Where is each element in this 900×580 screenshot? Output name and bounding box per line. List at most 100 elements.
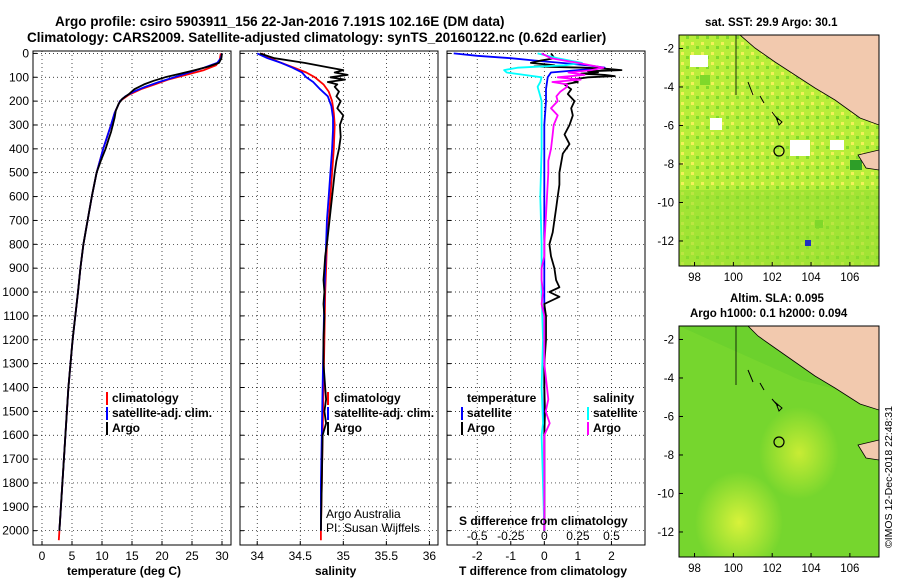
difference-series bbox=[453, 52, 623, 531]
difference-legend-temperature: temperature bbox=[467, 391, 537, 405]
x-tick-label: 15 bbox=[125, 549, 139, 563]
salinity-axis-label: salinity bbox=[315, 564, 357, 578]
map-y-tick-label: -4 bbox=[664, 373, 675, 385]
depth-tick-label: 0 bbox=[22, 46, 29, 60]
series-line-argo bbox=[259, 52, 349, 531]
difference-x-ticks: -2 -1 0 1 2 bbox=[472, 541, 615, 563]
map-x-tick-label: 100 bbox=[724, 563, 743, 575]
depth-tick-label: 1600 bbox=[2, 428, 29, 442]
x-tick-label: 0 bbox=[541, 549, 548, 563]
depth-tick-label: 1000 bbox=[2, 285, 29, 299]
sst-map-y-ticks: -2 -4 -6 -8 -10 -12 bbox=[657, 43, 683, 248]
map-x-tick-label: 102 bbox=[763, 272, 782, 284]
x-tick-label: 35.5 bbox=[375, 549, 399, 563]
x-tick-label: 2 bbox=[608, 549, 615, 563]
depth-tick-label: 1900 bbox=[2, 500, 29, 514]
temperature-axis-label: temperature (deg C) bbox=[67, 564, 181, 578]
map-x-tick-label: 100 bbox=[724, 272, 743, 284]
map-y-tick-label: -12 bbox=[657, 236, 674, 248]
sla-map-profile-marker bbox=[773, 436, 785, 448]
map-x-tick-label: 98 bbox=[688, 272, 701, 284]
depth-tick-label: 400 bbox=[9, 142, 29, 156]
depth-tick-label: 1100 bbox=[3, 309, 29, 323]
map-y-tick-label: -4 bbox=[664, 82, 675, 94]
salinity-legend-climatology: climatology bbox=[334, 391, 401, 405]
x-tick-label: -1 bbox=[505, 549, 516, 563]
difference-legend-s-argo: Argo bbox=[593, 421, 621, 435]
map-y-tick-label: -8 bbox=[664, 450, 674, 462]
x2-tick-label: 0.25 bbox=[566, 529, 590, 543]
difference-t-axis-label: T difference from climatology bbox=[459, 564, 627, 578]
x-tick-label: 25 bbox=[185, 549, 199, 563]
difference-legend-salinity: salinity bbox=[593, 391, 635, 405]
depth-tick-label: 200 bbox=[9, 94, 29, 108]
depth-tick-label: 800 bbox=[9, 237, 29, 251]
map-y-tick-label: -12 bbox=[657, 527, 674, 539]
x-tick-label: 35 bbox=[337, 549, 351, 563]
map-x-tick-label: 104 bbox=[801, 563, 821, 575]
difference-s-axis-label: S difference from climatology bbox=[459, 514, 628, 528]
x-tick-label: 36 bbox=[423, 549, 437, 563]
map-x-tick-label: 106 bbox=[840, 563, 859, 575]
difference-x2-ticks: -0.5 -0.25 0 0.25 0.5 bbox=[467, 529, 620, 543]
sla-map-frame bbox=[678, 325, 880, 558]
x-tick-label: 30 bbox=[215, 549, 229, 563]
map-x-tick-label: 104 bbox=[801, 272, 821, 284]
map-x-tick-label: 106 bbox=[840, 272, 859, 284]
x-tick-label: 34.5 bbox=[289, 549, 313, 563]
figure-title-line2: Climatology: CARS2009. Satellite-adjuste… bbox=[27, 30, 606, 45]
temperature-series bbox=[57, 53, 223, 541]
sst-map-x-ticks: 98 100 102 104 106 bbox=[688, 262, 859, 284]
temperature-grid bbox=[33, 51, 231, 545]
depth-tick-label: 1400 bbox=[2, 380, 29, 394]
map-y-tick-label: -10 bbox=[657, 488, 674, 500]
temperature-legend-climatology: climatology bbox=[112, 391, 179, 405]
depth-tick-label: 500 bbox=[9, 166, 29, 180]
salinity-legend-satellite: satellite-adj. clim. bbox=[334, 406, 434, 420]
sla-map-title-line1: Altim. SLA: 0.095 bbox=[730, 293, 825, 305]
map-y-tick-label: -10 bbox=[657, 197, 674, 209]
x-tick-label: 20 bbox=[155, 549, 169, 563]
sst-map-title: sat. SST: 29.9 Argo: 30.1 bbox=[705, 17, 838, 29]
difference-legend-s-satellite: satellite bbox=[593, 406, 638, 420]
difference-plot-frame bbox=[446, 50, 646, 546]
sla-map-x-ticks: 98 100 102 104 106 bbox=[688, 553, 859, 575]
difference-legend: temperature satellite Argo salinity sate… bbox=[461, 391, 638, 435]
map-y-tick-label: -8 bbox=[664, 159, 674, 171]
temperature-x-ticks: 0 5 10 15 20 25 30 bbox=[39, 541, 229, 563]
x-tick-label: -2 bbox=[472, 549, 483, 563]
sla-map-y-ticks: -2 -4 -6 -8 -10 -12 bbox=[657, 334, 683, 539]
sst-map-frame bbox=[678, 34, 880, 267]
x2-tick-label: 0 bbox=[541, 529, 548, 543]
map-x-tick-label: 98 bbox=[688, 563, 701, 575]
temperature-legend-satellite: satellite-adj. clim. bbox=[112, 406, 212, 420]
map-x-tick-label: 102 bbox=[763, 563, 782, 575]
salinity-series bbox=[256, 52, 349, 541]
x-tick-label: 0 bbox=[39, 549, 46, 563]
x2-tick-label: 0.5 bbox=[603, 529, 620, 543]
salinity-annotation-line2: PI: Susan Wijffels bbox=[326, 521, 420, 535]
depth-tick-label: 2000 bbox=[2, 524, 29, 538]
imos-signature: ©IMOS 12-Dec-2018 22:48:31 bbox=[883, 406, 895, 548]
sla-map-title-line2: Argo h1000: 0.1 h2000: 0.094 bbox=[690, 308, 848, 320]
sumatra-landmass bbox=[739, 35, 879, 126]
salinity-panel: 34 34.5 35 35.5 36 salinity climatology sate… bbox=[239, 50, 439, 578]
x-tick-label: 34 bbox=[251, 549, 265, 563]
temperature-panel: 0 5 10 15 20 25 30 temperature (deg C) climato… bbox=[32, 50, 232, 578]
difference-legend-t-satellite: satellite bbox=[467, 406, 512, 420]
temperature-legend-argo: Argo bbox=[112, 421, 140, 435]
depth-tick-label: 600 bbox=[9, 190, 29, 204]
salinity-grid bbox=[240, 51, 438, 545]
temperature-legend: climatology satellite-adj. clim. Argo bbox=[106, 391, 212, 435]
difference-legend-t-argo: Argo bbox=[467, 421, 495, 435]
series-line-climatology bbox=[57, 53, 222, 541]
salinity-plot-frame bbox=[239, 50, 439, 546]
sla-map-panel: Altim. SLA: 0.095 Argo h1000: 0.1 h2000:… bbox=[657, 293, 880, 575]
salinity-x-ticks: 34 34.5 35 35.5 36 bbox=[251, 541, 437, 563]
x2-tick-label: -0.25 bbox=[497, 529, 525, 543]
sumatra-landmass-2 bbox=[747, 326, 879, 411]
salinity-annotation-line1: Argo Australia bbox=[326, 507, 401, 521]
map-y-tick-label: -2 bbox=[664, 43, 674, 55]
depth-tick-label: 300 bbox=[9, 118, 29, 132]
